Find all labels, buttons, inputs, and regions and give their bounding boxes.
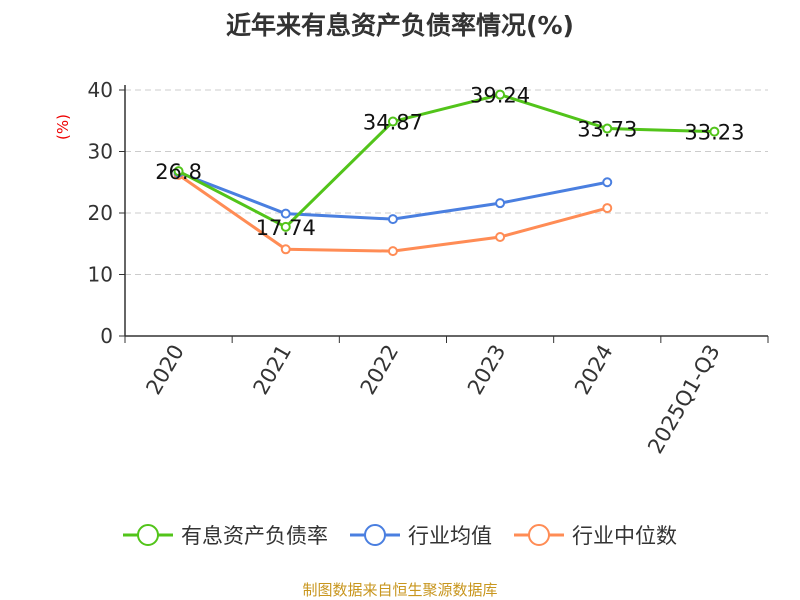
data-label: 33.73 [577, 118, 637, 142]
y-tick-label: 10 [88, 263, 113, 287]
legend: 有息资产负债率 行业均值 行业中位数 [0, 520, 800, 550]
data-point [280, 244, 291, 255]
data-point [602, 203, 613, 214]
legend-marker-icon [123, 524, 173, 546]
data-point [280, 208, 291, 219]
x-tick-label: 2023 [463, 341, 511, 399]
data-label: 39.24 [470, 84, 530, 108]
data-label: 17.74 [256, 216, 316, 240]
x-tick-label: 2025Q1-Q3 [643, 341, 725, 458]
x-tick-label: 2024 [570, 341, 618, 399]
y-tick-label: 0 [100, 324, 113, 348]
series-line [178, 171, 608, 221]
data-label: 34.87 [363, 111, 423, 135]
series-line [177, 173, 608, 253]
x-tick-label: 2022 [356, 341, 404, 399]
legend-marker-icon [350, 524, 400, 546]
source-note: 制图数据来自恒生聚源数据库 [302, 581, 498, 599]
y-tick-label: 30 [88, 140, 113, 164]
legend-label: 行业中位数 [572, 524, 677, 548]
data-point [387, 246, 398, 257]
legend-item[interactable]: 行业中位数 [514, 520, 677, 550]
data-point [495, 198, 506, 209]
series-line [177, 93, 715, 229]
data-label: 26.8 [155, 160, 202, 184]
legend-marker-icon [514, 524, 564, 546]
data-label: 33.23 [684, 121, 744, 145]
data-point [709, 126, 720, 137]
legend-label: 行业均值 [408, 524, 492, 548]
y-tick-label: 40 [88, 78, 113, 102]
data-point [602, 177, 613, 188]
legend-label: 有息资产负债率 [181, 524, 328, 548]
x-tick-label: 2020 [141, 341, 189, 399]
chart-title: 近年来有息资产负债率情况(%) [226, 11, 574, 40]
data-point [602, 123, 613, 134]
x-tick-label: 2021 [249, 341, 297, 399]
y-axis-label: (%) [54, 114, 72, 140]
data-point [280, 221, 291, 232]
legend-item[interactable]: 行业均值 [350, 520, 492, 550]
legend-item[interactable]: 有息资产负债率 [123, 520, 328, 550]
data-point [387, 116, 398, 127]
y-tick-label: 20 [88, 201, 113, 225]
data-point [387, 214, 398, 225]
data-point [495, 231, 506, 242]
data-point [173, 166, 184, 177]
data-point [495, 89, 506, 100]
